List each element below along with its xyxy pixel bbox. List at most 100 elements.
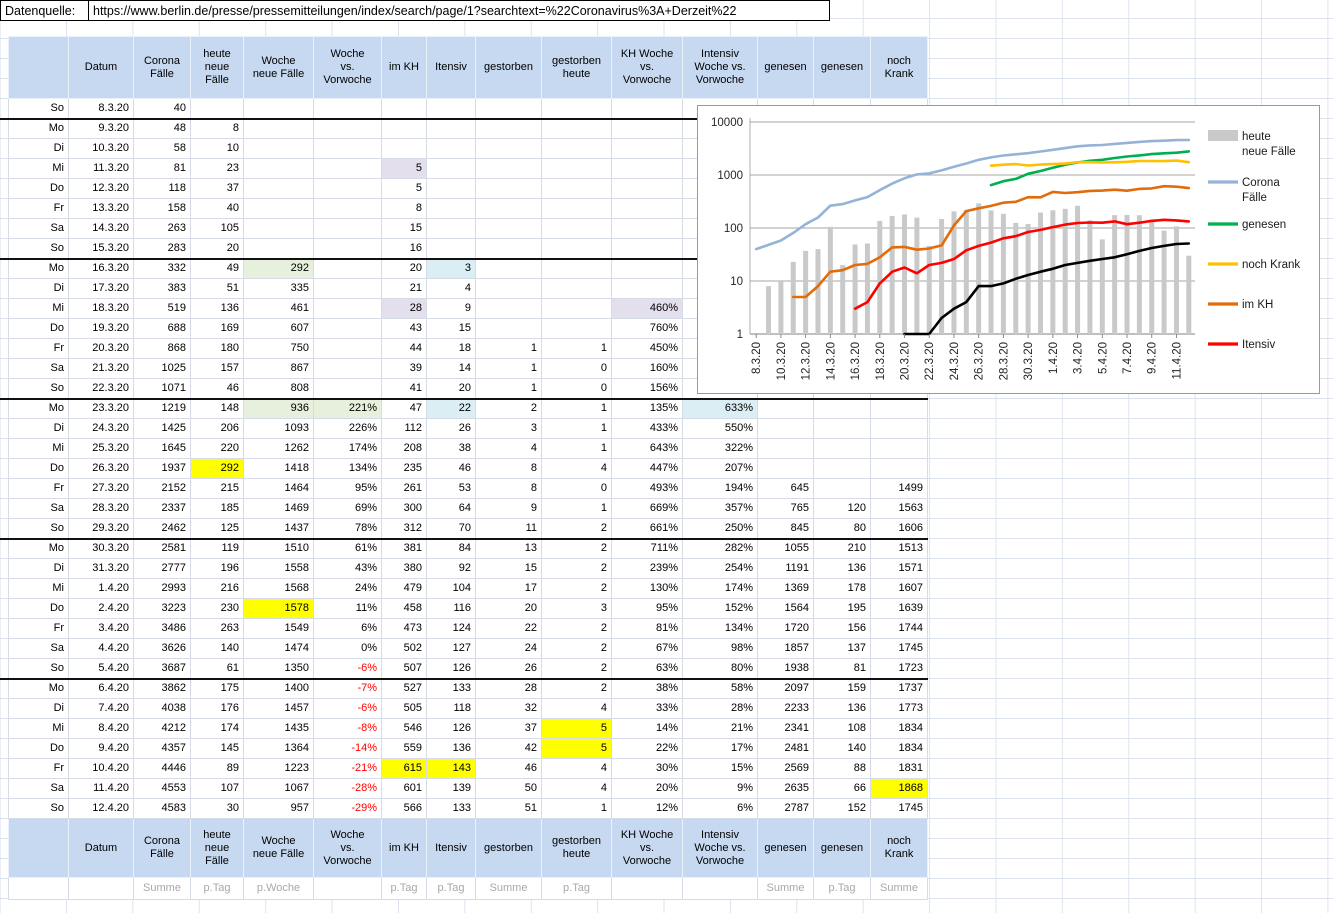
value-cell[interactable]: 49 [190,257,244,279]
value-cell[interactable]: 194% [682,478,758,499]
value-cell[interactable] [813,397,871,419]
value-cell[interactable]: 176 [190,698,244,719]
value-cell[interactable]: 152% [682,598,758,619]
column-header[interactable]: KH Woche vs. Vorwoche [611,818,683,878]
date-cell[interactable]: 13.3.20 [68,198,134,219]
date-cell[interactable]: 9.4.20 [68,738,134,759]
value-cell[interactable]: 381 [381,537,427,559]
value-cell[interactable]: 81 [813,658,871,679]
value-cell[interactable]: 1 [475,378,542,399]
value-cell[interactable]: 126 [426,718,476,739]
value-cell[interactable]: 95% [611,598,683,619]
value-cell[interactable]: 22% [611,738,683,759]
value-cell[interactable] [426,158,476,179]
value-cell[interactable]: 1 [541,397,612,419]
date-cell[interactable]: 7.4.20 [68,698,134,719]
column-header[interactable]: Woche neue Fälle [243,36,314,99]
value-cell[interactable] [381,98,427,119]
value-cell[interactable]: 1831 [870,758,928,779]
column-header[interactable]: im KH [381,36,427,99]
value-cell[interactable]: 1350 [243,658,314,679]
value-cell[interactable]: 1474 [243,638,314,659]
value-cell[interactable]: 9 [426,298,476,319]
value-cell[interactable]: 1857 [757,638,814,659]
value-cell[interactable]: 2993 [133,578,191,599]
value-cell[interactable]: 33% [611,698,683,719]
value-cell[interactable]: 84 [426,537,476,559]
day-cell[interactable]: Mi [8,438,69,459]
value-cell[interactable]: 669% [611,498,683,519]
value-cell[interactable]: 174 [190,718,244,739]
value-cell[interactable] [611,278,683,299]
value-cell[interactable]: 22 [426,397,476,419]
value-cell[interactable]: 80 [813,518,871,539]
column-header[interactable]: noch Krank [870,36,928,99]
value-cell[interactable]: 159 [813,677,871,699]
day-cell[interactable]: So [8,518,69,539]
column-header[interactable]: gestorben heute [541,818,612,878]
value-cell[interactable] [243,178,314,199]
value-cell[interactable]: 1 [475,338,542,359]
value-cell[interactable]: 765 [757,498,814,519]
value-cell[interactable]: 118 [133,178,191,199]
value-cell[interactable]: 1418 [243,458,314,479]
value-cell[interactable]: 507 [381,658,427,679]
value-cell[interactable]: 1435 [243,718,314,739]
value-cell[interactable]: 195 [813,598,871,619]
value-cell[interactable] [611,98,683,119]
value-cell[interactable]: 0 [541,378,612,399]
value-cell[interactable]: 473 [381,618,427,639]
value-cell[interactable]: 1558 [243,558,314,579]
value-cell[interactable] [381,117,427,139]
value-cell[interactable]: 40 [190,198,244,219]
value-cell[interactable]: 643% [611,438,683,459]
date-cell[interactable]: 4.4.20 [68,638,134,659]
value-cell[interactable]: 15 [426,318,476,339]
value-cell[interactable] [426,178,476,199]
value-cell[interactable]: 95% [313,478,382,499]
value-cell[interactable]: 104 [426,578,476,599]
embedded-chart[interactable]: 1 10 100 1000 10000 8.3.20 10.3.20 12.3.20 14.3.… [697,105,1320,394]
date-cell[interactable]: 26.3.20 [68,458,134,479]
value-cell[interactable]: 39 [381,358,427,379]
value-cell[interactable]: 42 [475,738,542,759]
value-cell[interactable]: 4 [541,458,612,479]
value-cell[interactable]: 64 [426,498,476,519]
value-cell[interactable]: 1369 [757,578,814,599]
value-cell[interactable]: 9% [682,778,758,799]
value-cell[interactable]: -7% [313,677,382,699]
date-cell[interactable]: 23.3.20 [68,397,134,419]
date-cell[interactable]: 16.3.20 [68,257,134,279]
value-cell[interactable] [870,438,928,459]
date-cell[interactable]: 15.3.20 [68,238,134,259]
value-cell[interactable]: 3 [426,257,476,279]
value-cell[interactable] [611,198,683,219]
value-cell[interactable]: 5 [381,158,427,179]
aggregate-label-cell[interactable]: Summe [757,877,814,900]
value-cell[interactable] [475,298,542,319]
value-cell[interactable]: 14% [611,718,683,739]
value-cell[interactable]: 1 [541,798,612,819]
value-cell[interactable]: 1607 [870,578,928,599]
value-cell[interactable]: 4357 [133,738,191,759]
value-cell[interactable] [813,478,871,499]
value-cell[interactable] [313,117,382,139]
value-cell[interactable]: 46 [426,458,476,479]
column-header[interactable]: Corona Fälle [133,818,191,878]
value-cell[interactable]: 112 [381,418,427,439]
value-cell[interactable] [313,278,382,299]
value-cell[interactable] [541,238,612,259]
value-cell[interactable] [475,318,542,339]
value-cell[interactable]: 61 [190,658,244,679]
value-cell[interactable]: 239% [611,558,683,579]
date-cell[interactable]: 12.4.20 [68,798,134,819]
column-header[interactable] [8,36,69,99]
value-cell[interactable]: 139 [426,778,476,799]
value-cell[interactable]: 135% [611,397,683,419]
value-cell[interactable]: 9 [475,498,542,519]
day-cell[interactable]: Sa [8,358,69,379]
day-cell[interactable]: Di [8,278,69,299]
value-cell[interactable]: 17% [682,738,758,759]
value-cell[interactable]: 140 [813,738,871,759]
value-cell[interactable] [541,117,612,139]
